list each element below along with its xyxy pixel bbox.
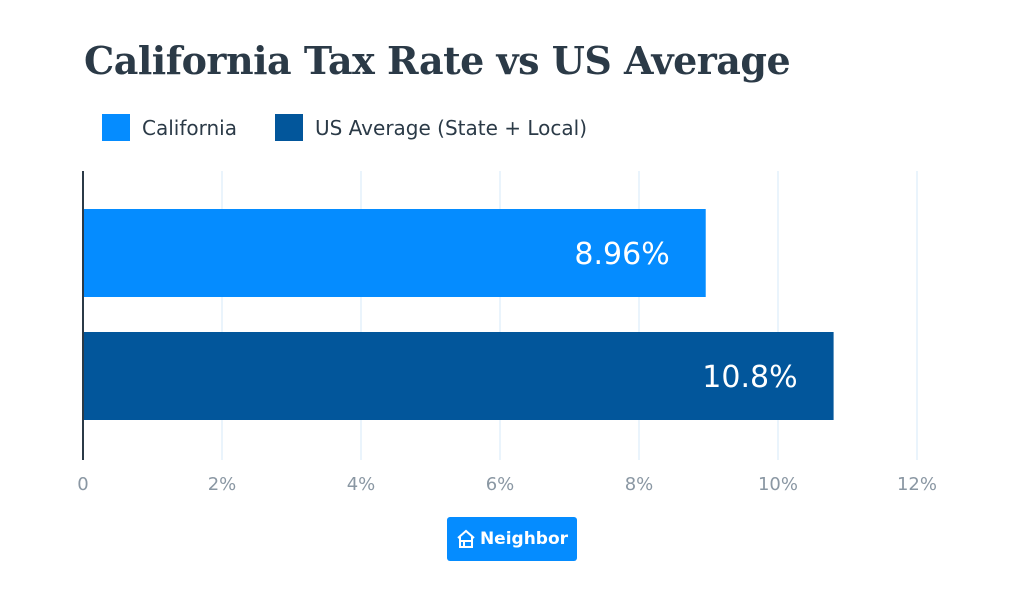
bar-california — [83, 209, 706, 297]
legend: California US Average (State + Local) — [102, 114, 625, 141]
bar-us-average — [83, 332, 834, 420]
x-tick-label: 0 — [77, 474, 88, 495]
x-tick-label: 6% — [486, 474, 515, 495]
legend-item-us-average: US Average (State + Local) — [274, 114, 588, 141]
legend-label-california: California — [142, 115, 237, 140]
x-tick-label: 8% — [625, 474, 654, 495]
neighbor-logo: Neighbor — [447, 517, 577, 561]
x-tick-label: 10% — [758, 474, 798, 495]
bar-data-label: 10.8% — [702, 360, 797, 395]
legend-swatch-us-average — [274, 114, 303, 141]
x-tick-label: 12% — [897, 474, 937, 495]
legend-item-california: California — [102, 114, 237, 141]
x-tick-label: 2% — [208, 474, 237, 495]
legend-swatch-california — [102, 114, 130, 141]
logo-text: Neighbor — [479, 529, 569, 549]
bar-data-label: 8.96% — [574, 237, 669, 272]
house-icon — [457, 529, 475, 548]
x-tick-label: 4% — [347, 474, 376, 495]
legend-label-us-average: US Average (State + Local) — [314, 115, 588, 140]
chart-title: California Tax Rate vs US Average — [84, 38, 791, 83]
